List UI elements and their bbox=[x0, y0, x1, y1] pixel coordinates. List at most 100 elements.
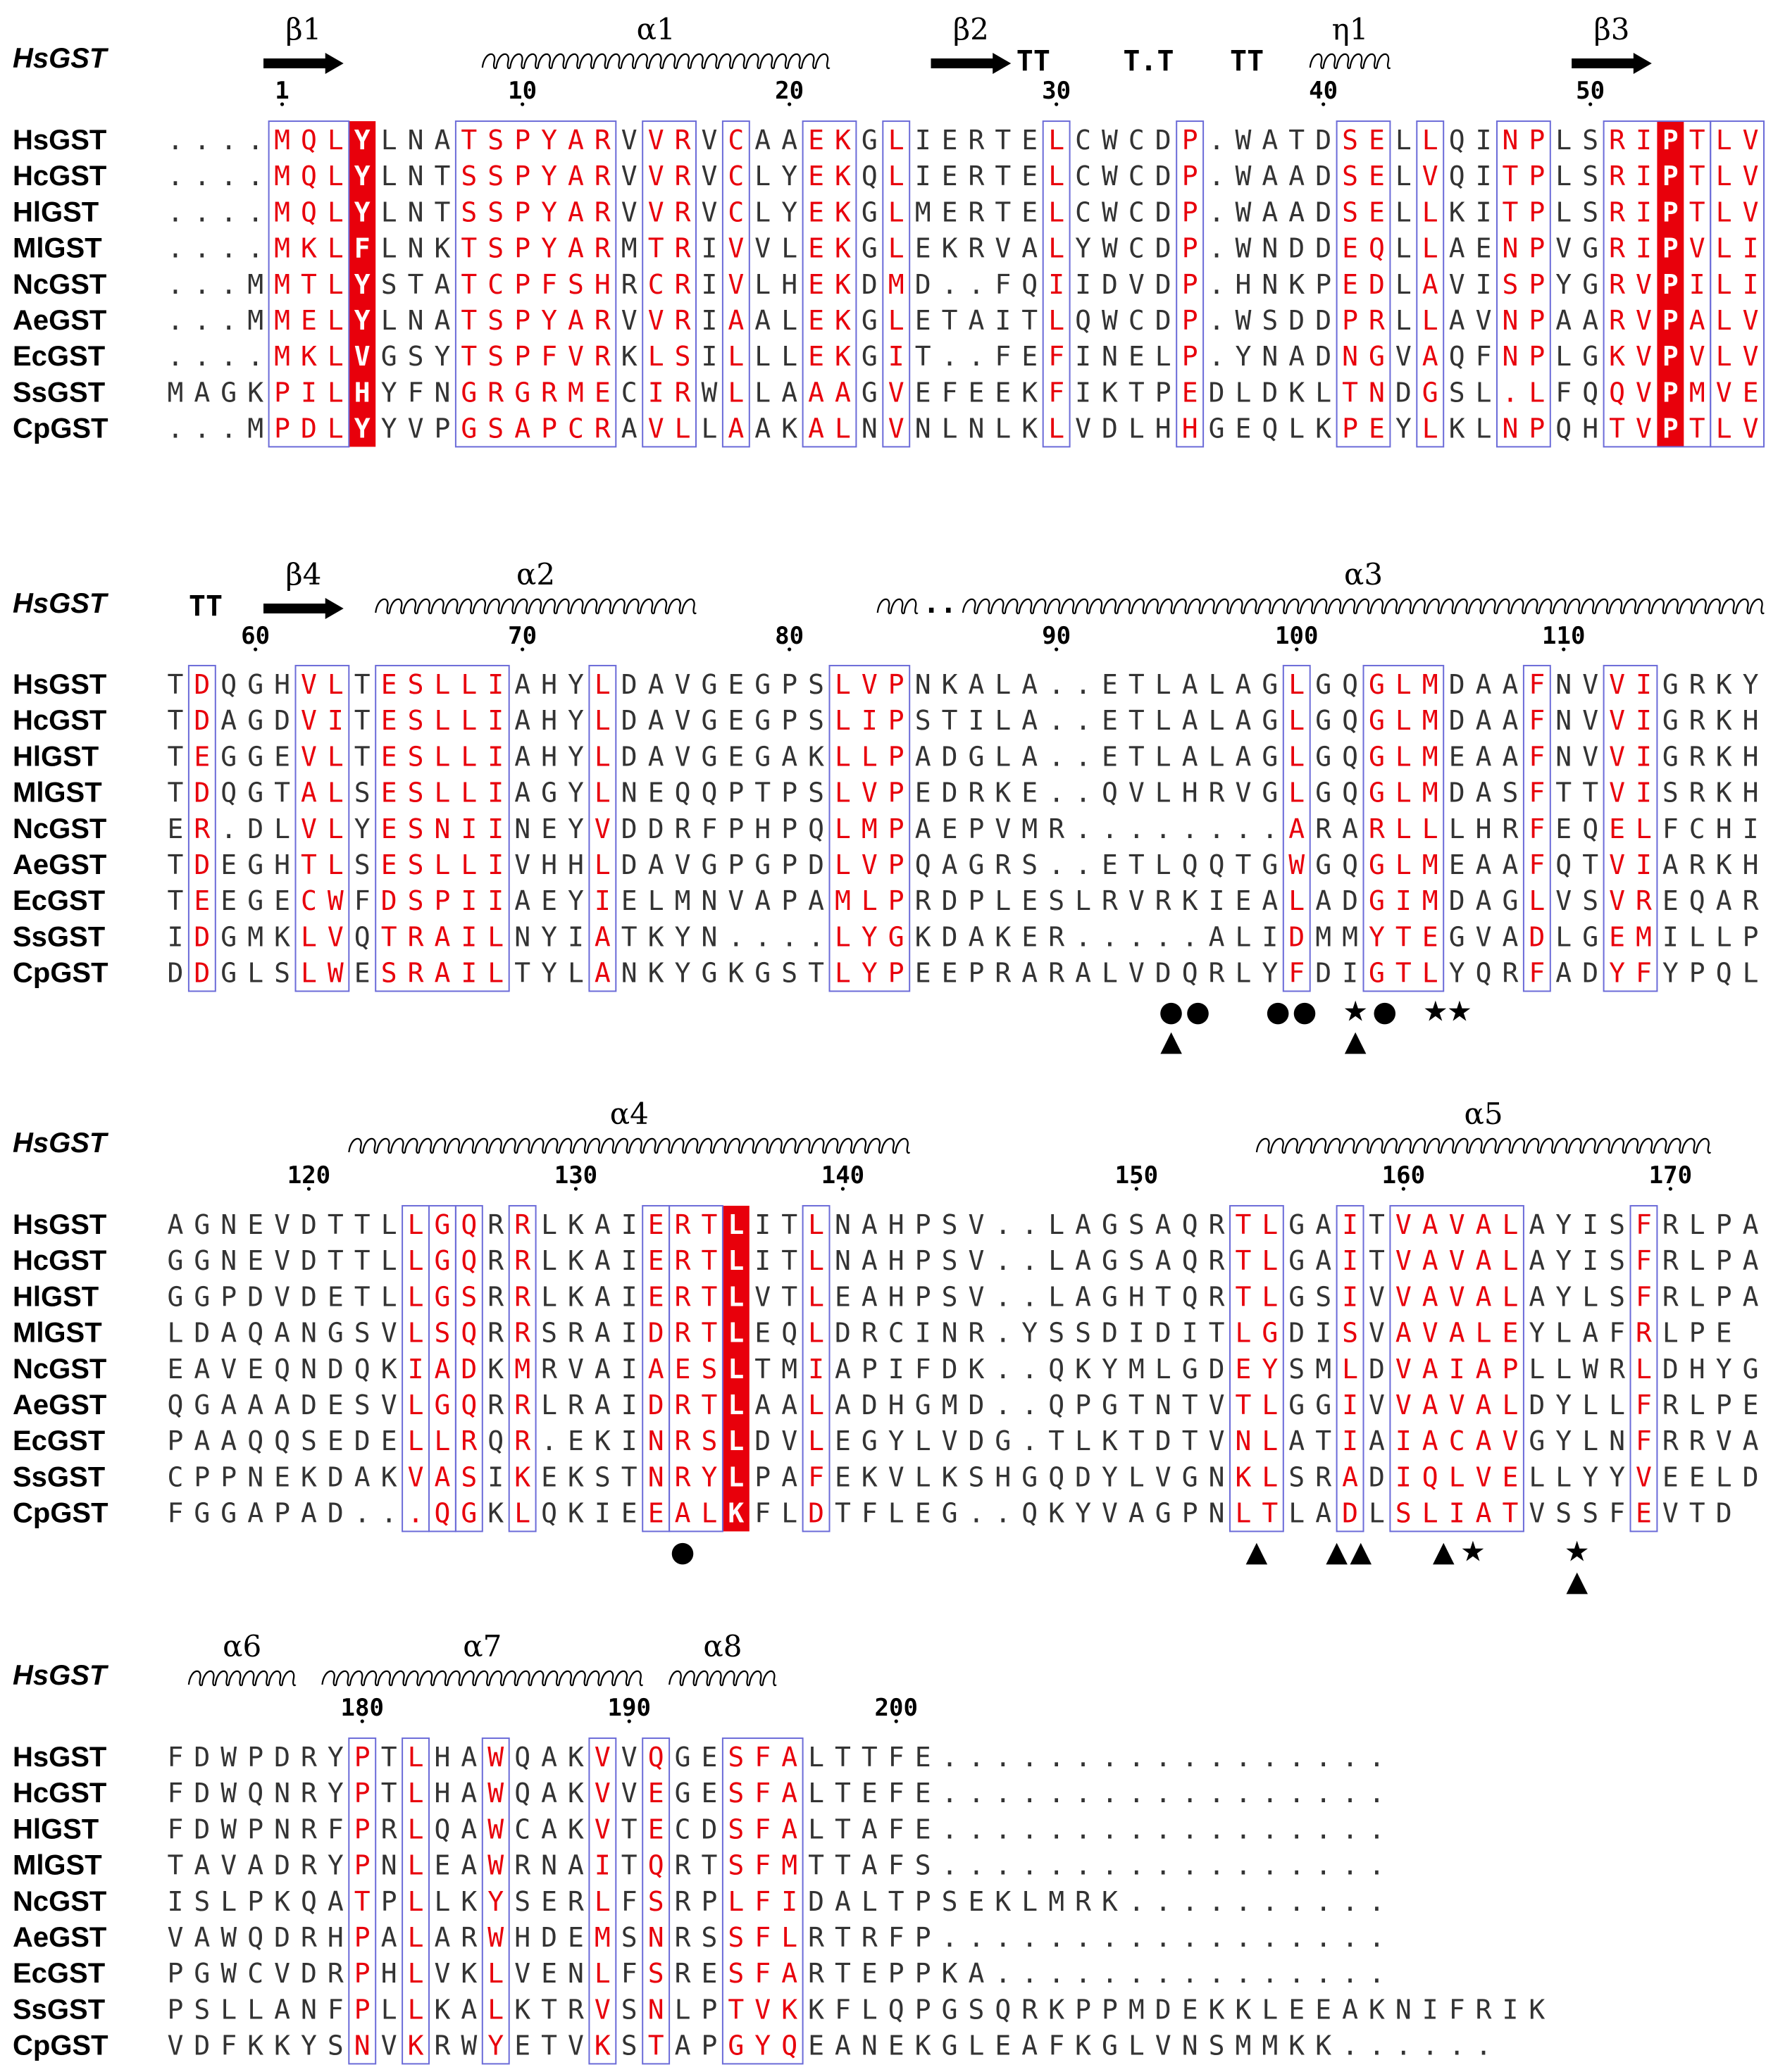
block4-alpha-helix bbox=[321, 1670, 644, 1687]
block3-position-tick bbox=[573, 1187, 578, 1191]
block3-species-label-aegst: AeGST bbox=[13, 1390, 106, 1421]
block3-ss-label: α4 bbox=[610, 1097, 649, 1131]
block1-species-label-mlgst: MlGST bbox=[13, 233, 102, 264]
block3-position-tick bbox=[840, 1187, 845, 1191]
block1-species-label-hcgst: HcGST bbox=[13, 161, 106, 192]
block3-species-label-cpgst: CpGST bbox=[13, 1498, 108, 1529]
block2-species-label-hlgst: HlGST bbox=[13, 741, 99, 772]
block1-species-label-cpgst: CpGST bbox=[13, 413, 108, 444]
block3-similarity-box bbox=[802, 1205, 831, 1533]
block2-alpha-helix bbox=[962, 598, 1765, 615]
block2-turn-label: TT bbox=[189, 590, 223, 623]
block3-species-label-ssgst: SsGST bbox=[13, 1461, 105, 1492]
block3-position-tick bbox=[1668, 1187, 1672, 1191]
block3-similarity-box bbox=[1389, 1205, 1524, 1533]
block3-species-label-hsgst: HsGST bbox=[13, 1209, 106, 1240]
block1-similarity-box bbox=[882, 120, 911, 448]
block4-ss-label: α7 bbox=[463, 1629, 502, 1664]
block1-similarity-box bbox=[1042, 120, 1071, 448]
block2-species-label-hcgst: HcGST bbox=[13, 705, 106, 736]
block2-similarity-box bbox=[1522, 665, 1551, 992]
block2-position-number: 60 bbox=[241, 622, 270, 650]
block1-position-tick bbox=[788, 102, 792, 106]
block3-identical-column bbox=[722, 1206, 750, 1532]
block1-identical-column bbox=[1657, 121, 1684, 447]
block2-similarity-box bbox=[1282, 665, 1311, 992]
block1-position-tick bbox=[521, 102, 525, 106]
block3-position-number: 170 bbox=[1649, 1161, 1692, 1190]
block1-turn-label: T.T bbox=[1123, 45, 1174, 77]
block4-position-tick bbox=[894, 1719, 898, 1723]
block2-position-number: 80 bbox=[775, 622, 804, 650]
block2-species-label-ncgst: NcGST bbox=[13, 813, 106, 844]
block1-position-number: 10 bbox=[508, 77, 537, 105]
block2-similarity-box bbox=[187, 665, 216, 992]
block3-position-tick bbox=[1401, 1187, 1405, 1191]
block2-species-label-mlgst: MlGST bbox=[13, 778, 102, 809]
block2-ss-label: α3 bbox=[1344, 557, 1383, 592]
block3-triangle-marker-icon: ▲ bbox=[1350, 1535, 1372, 1568]
block3-species-label-hlgst: HlGST bbox=[13, 1281, 99, 1312]
block4-species-label-hsgst: HsGST bbox=[13, 1742, 106, 1773]
block2-triangle-marker-icon: ▲ bbox=[1160, 1025, 1182, 1057]
block3-triangle-marker-icon: ▲ bbox=[1433, 1535, 1455, 1568]
block4-species-label-ncgst: NcGST bbox=[13, 1886, 106, 1917]
block4-species-label-ecgst: EcGST bbox=[13, 1958, 105, 1989]
block3-position-number: 150 bbox=[1115, 1161, 1158, 1190]
block3-similarity-box bbox=[1229, 1205, 1284, 1533]
block1-similarity-box bbox=[1496, 120, 1551, 448]
block4-similarity-box bbox=[721, 1737, 804, 2065]
block3-species-label-hcgst: HcGST bbox=[13, 1245, 106, 1276]
block4-alpha-helix bbox=[669, 1670, 777, 1687]
block3-star-marker-icon: ★ bbox=[1565, 1535, 1590, 1568]
block4-species-label-hcgst: HcGST bbox=[13, 1778, 106, 1809]
block2-position-number: 100 bbox=[1275, 622, 1318, 650]
block1-similarity-box bbox=[802, 120, 857, 448]
block1-beta-strand-arrow bbox=[263, 53, 344, 74]
block2-position-tick bbox=[1562, 647, 1566, 651]
block4-similarity-box bbox=[402, 1737, 430, 2065]
block3-circle-marker-icon: ● bbox=[671, 1535, 695, 1568]
block1-species-label-ncgst: NcGST bbox=[13, 269, 106, 300]
block4-species-label-ssgst: SsGST bbox=[13, 1994, 105, 2025]
block4-alpha-helix bbox=[187, 1670, 297, 1687]
block1-ss-label: β1 bbox=[285, 12, 321, 46]
block4-position-tick bbox=[627, 1719, 631, 1723]
block1-species-label-hsgst: HsGST bbox=[13, 125, 106, 156]
block4-species-label-cpgst: CpGST bbox=[13, 2030, 108, 2061]
block2-species-label-ecgst: EcGST bbox=[13, 885, 105, 916]
block1-species-label-ssgst: SsGST bbox=[13, 377, 105, 408]
block3-species-label-ecgst: EcGST bbox=[13, 1425, 105, 1456]
block3-position-number: 120 bbox=[287, 1161, 330, 1190]
block2-species-label-hsgst: HsGST bbox=[13, 669, 106, 700]
block2-position-tick bbox=[788, 647, 792, 651]
block4-species-label-hlgst: HlGST bbox=[13, 1814, 99, 1845]
block2-beta-strand-arrow bbox=[263, 598, 344, 619]
block2-helix-lead bbox=[876, 598, 919, 615]
block1-identical-column bbox=[349, 121, 376, 447]
block2-similarity-box bbox=[1603, 665, 1658, 992]
block3-reference-title: HsGST bbox=[13, 1128, 109, 1159]
block3-ss-label: α5 bbox=[1465, 1097, 1503, 1131]
block4-similarity-box bbox=[588, 1737, 617, 2065]
block2-position-tick bbox=[1055, 647, 1059, 651]
block3-similarity-box bbox=[669, 1205, 723, 1533]
